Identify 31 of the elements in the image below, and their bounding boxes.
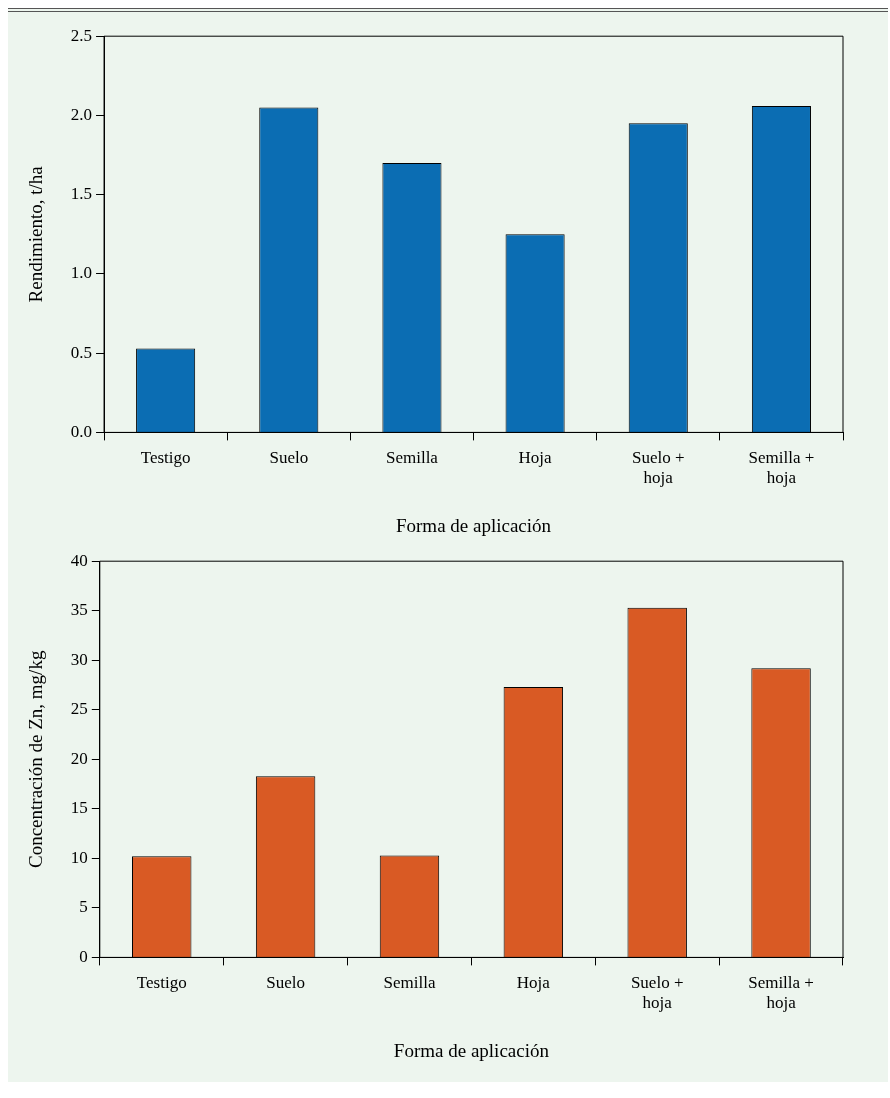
x-tick-label: Testigo (136, 973, 187, 993)
y-tick-label: 5 (79, 897, 88, 917)
x-tick-label: Suelo + hoja (631, 448, 685, 488)
y-tick-label: 1.0 (70, 263, 93, 283)
x-tick-label: Semilla + hoja (748, 448, 815, 488)
x-axis-title: Forma de aplicación (393, 1039, 550, 1061)
y-axis-title: Rendimiento, t/ha (25, 165, 47, 303)
x-axis-title: Forma de aplicación (395, 514, 552, 536)
y-tick-label: 20 (70, 748, 88, 768)
x-tick-label: Semilla (385, 448, 439, 468)
y-tick-label: 30 (70, 649, 88, 669)
y-tick-label: 0.5 (70, 342, 93, 362)
y-tick-label: 35 (70, 600, 88, 620)
y-tick-label: 25 (70, 699, 88, 719)
y-tick-label: 1.5 (70, 184, 93, 204)
x-tick-label: Hoja (516, 973, 551, 993)
x-tick-label: Hoja (518, 448, 553, 468)
y-tick-label: 0 (79, 946, 88, 966)
x-tick-label: Testigo (140, 448, 191, 468)
y-tick-label: 0.0 (70, 421, 93, 441)
x-tick-label: Suelo (266, 973, 305, 993)
x-tick-label: Suelo + hoja (630, 973, 684, 1013)
y-tick-label: 15 (70, 798, 88, 818)
y-tick-label: 2.5 (70, 25, 93, 45)
y-tick-label: 10 (70, 847, 88, 867)
x-tick-label: Semilla + hoja (748, 973, 814, 1013)
y-tick-label: 2.0 (70, 104, 93, 124)
y-tick-label: 40 (70, 550, 88, 570)
x-tick-label: Suelo (269, 448, 309, 468)
y-axis-title: Concentración de Zn, mg/kg (25, 650, 47, 868)
x-tick-label: Semilla (383, 973, 436, 993)
